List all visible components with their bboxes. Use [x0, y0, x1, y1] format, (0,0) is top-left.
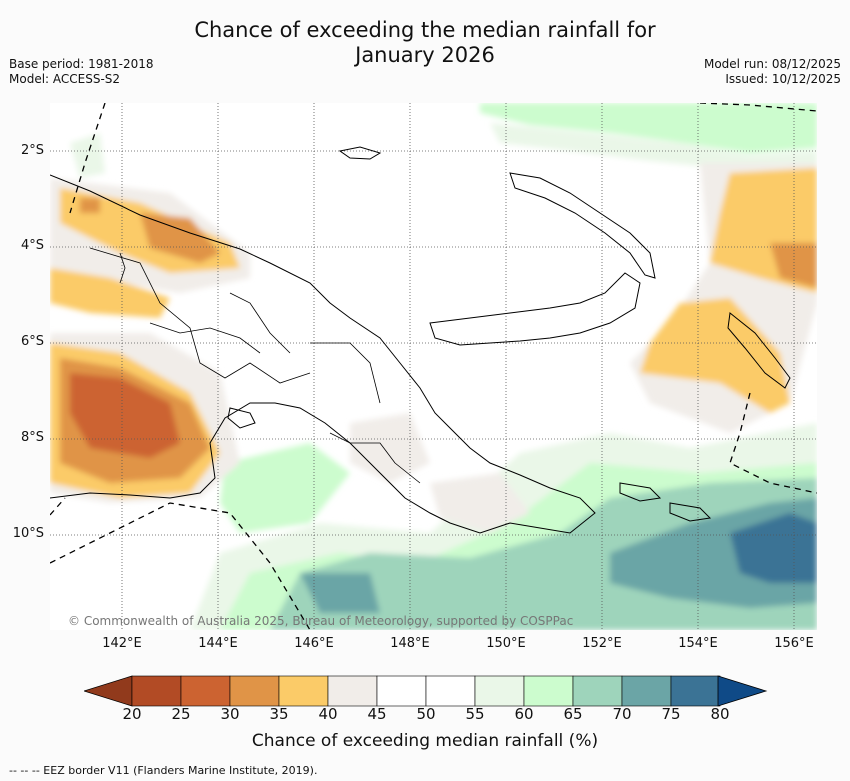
graticule [50, 103, 817, 630]
colorbar-tick-35: 35 [269, 705, 289, 723]
lat-label-6s: 6°S [20, 334, 44, 349]
region-yellow-e [640, 298, 790, 413]
colorbar-under-arrow [82, 675, 133, 707]
title-line-1: Chance of exceeding the median rainfall … [194, 18, 656, 42]
colorbar-cell [474, 675, 525, 707]
eez-border-ne [699, 103, 817, 112]
lat-label-4s: 4°S [20, 238, 44, 253]
meta-left: Base period: 1981-2018 Model: ACCESS-S2 [9, 57, 154, 87]
lon-label-152e: 152°E [582, 636, 622, 651]
solomon-islands-coast [619, 482, 712, 522]
base-period: Base period: 1981-2018 [9, 57, 154, 71]
colorbar-over-arrow [717, 675, 768, 707]
colorbar-tick-75: 75 [661, 705, 681, 723]
eez-border-south [50, 497, 66, 516]
colorbar-svg [82, 675, 768, 707]
colorbar-tick-45: 45 [367, 705, 387, 723]
colorbar-tick-50: 50 [416, 705, 436, 723]
colorbar-cell [327, 675, 378, 707]
lon-label-148e: 148°E [390, 636, 430, 651]
colorbar-cell [621, 675, 672, 707]
colorbar-cell [278, 675, 329, 707]
lon-label-142e: 142°E [102, 636, 142, 651]
lon-label-144e: 144°E [198, 636, 238, 651]
manus-coast [338, 146, 382, 160]
bougainville-coast [727, 312, 791, 389]
colorbar-tick-65: 65 [563, 705, 583, 723]
colorbar-cell [131, 675, 182, 707]
colorbar-cell [229, 675, 280, 707]
lon-label-156e: 156°E [774, 636, 814, 651]
new-ireland-coast [509, 172, 656, 279]
lon-label-150e: 150°E [486, 636, 526, 651]
region-blue [730, 513, 817, 583]
colorbar-tick-55: 55 [465, 705, 485, 723]
colorbar-tick-60: 60 [514, 705, 534, 723]
map-canvas [50, 103, 817, 630]
colorbar-tick-80: 80 [710, 705, 730, 723]
colorbar-cell [523, 675, 574, 707]
colorbar-label: Chance of exceeding median rainfall (%) [251, 731, 599, 751]
lon-label-146e: 146°E [294, 636, 334, 651]
meta-right: Model run: 08/12/2025 Issued: 10/12/2025 [704, 57, 841, 87]
region-orange-ne [770, 243, 817, 288]
copyright-notice: © Commonwealth of Australia 2025, Bureau… [68, 614, 574, 628]
region-orange-nw [140, 213, 220, 263]
lat-label-10s: 10°S [12, 526, 44, 541]
lat-label-8s: 8°S [20, 430, 44, 445]
lat-label-2s: 2°S [20, 143, 44, 158]
region-darkorange-w [80, 198, 100, 213]
region-teal-dark-sw [300, 573, 380, 613]
region-green-west [220, 443, 350, 533]
lon-label-154e: 154°E [678, 636, 718, 651]
colorbar [82, 675, 768, 711]
region-yellow-w [50, 268, 170, 318]
map-title: Chance of exceeding the median rainfall … [0, 18, 850, 68]
province-borders [89, 247, 421, 484]
new-guinea-coast [50, 174, 596, 534]
torres-islands-coast [227, 407, 256, 429]
region-beige-center2 [430, 473, 530, 533]
issued-date: Issued: 10/12/2025 [725, 72, 841, 86]
eez-borders [50, 103, 817, 630]
eez-border-sw [50, 502, 311, 630]
model-run: Model run: 08/12/2025 [703, 57, 841, 71]
colorbar-cell [572, 675, 623, 707]
colorbar-cell [670, 675, 721, 707]
colorbar-tick-25: 25 [171, 705, 191, 723]
eez-legend-note: -- -- -- EEZ border V11 (Flanders Marine… [9, 764, 318, 777]
region-lightgreen-north [490, 123, 817, 173]
eez-border-se [729, 392, 817, 494]
new-britain-coast [429, 272, 641, 346]
colorbar-cell [425, 675, 476, 707]
coastlines [50, 146, 791, 534]
colorbar-tick-40: 40 [318, 705, 338, 723]
region-darkorange-sw [70, 373, 180, 458]
title-line-2: January 2026 [355, 43, 495, 67]
colorbar-tick-30: 30 [220, 705, 240, 723]
colorbar-cells [131, 675, 721, 707]
region-green-north [480, 103, 817, 153]
colorbar-cell [376, 675, 427, 707]
colorbar-cell [180, 675, 231, 707]
probability-fields [50, 103, 817, 630]
colorbar-tick-70: 70 [612, 705, 632, 723]
rainfall-map[interactable] [50, 103, 817, 630]
model-name: Model: ACCESS-S2 [9, 72, 121, 86]
colorbar-tick-20: 20 [122, 705, 142, 723]
